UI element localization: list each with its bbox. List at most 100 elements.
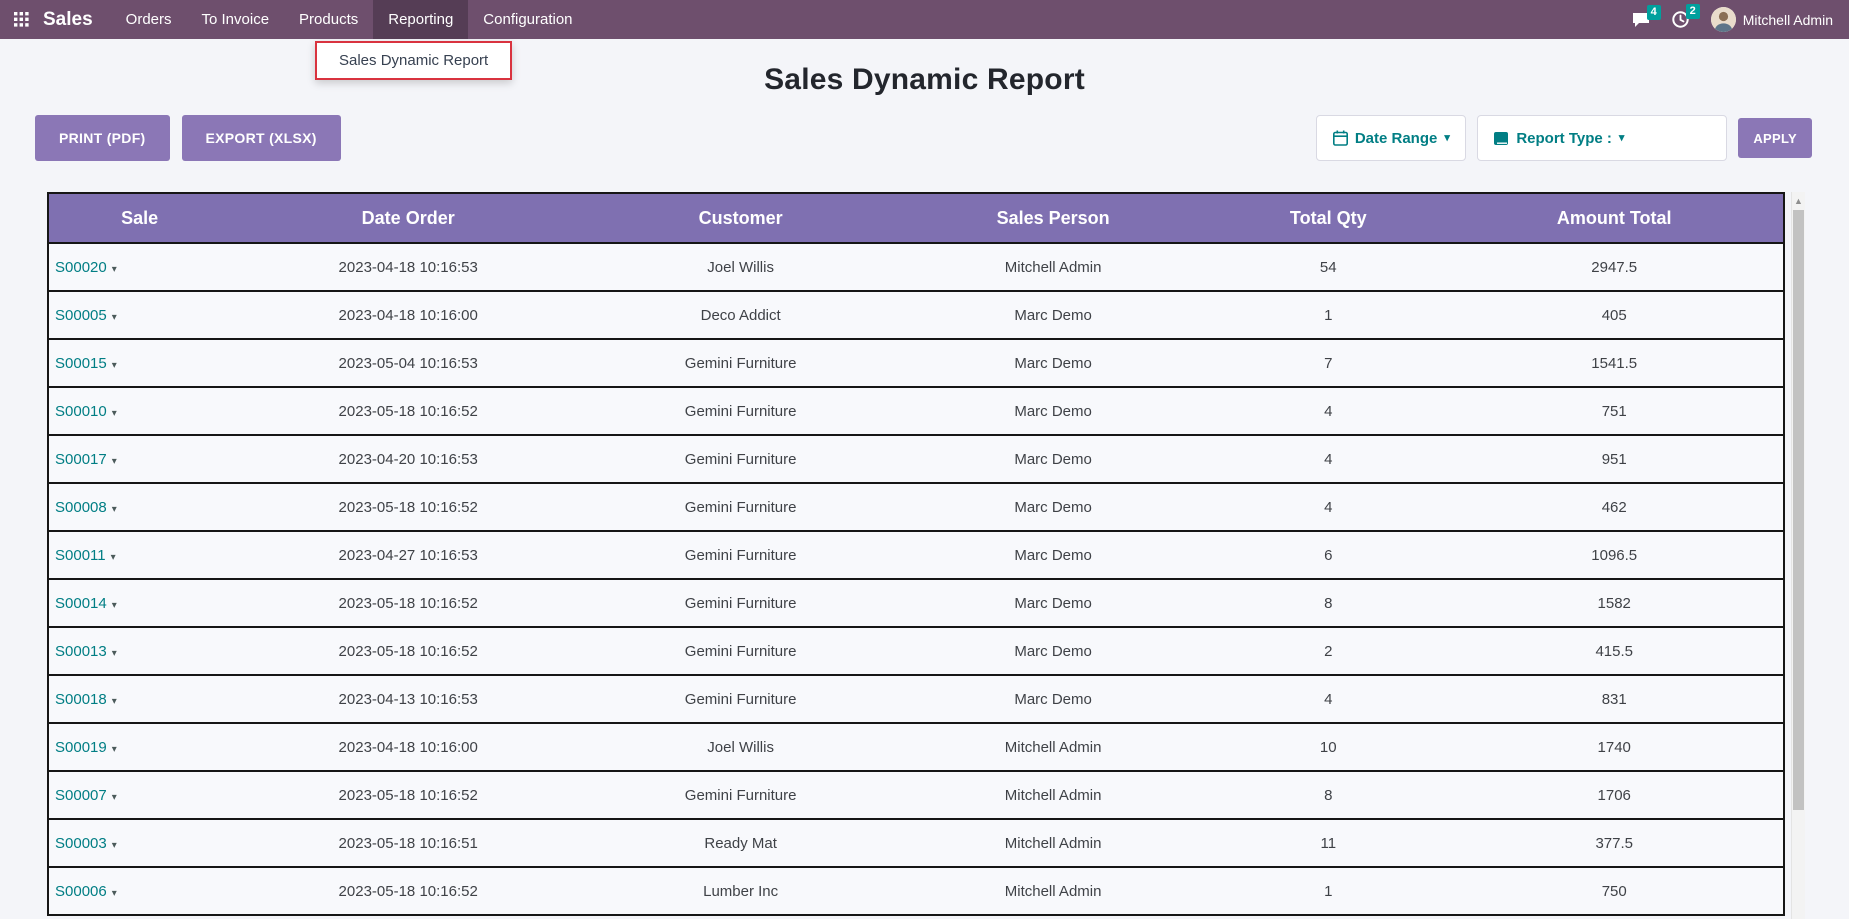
amount-total-cell: 751 — [1445, 386, 1784, 435]
sale-order-link[interactable]: S00006 — [55, 882, 107, 900]
user-menu[interactable]: Mitchell Admin — [1710, 7, 1833, 32]
nav-item-products[interactable]: Products — [299, 11, 359, 28]
date-order-cell: 2023-05-18 10:16:52 — [230, 386, 587, 435]
amount-total-cell: 831 — [1445, 674, 1784, 723]
sale-order-link[interactable]: S00008 — [55, 498, 107, 516]
amount-total-cell: 462 — [1445, 482, 1784, 531]
chevron-down-icon[interactable]: ▾ — [111, 647, 117, 659]
chevron-down-icon[interactable]: ▾ — [111, 503, 117, 515]
column-header-sale[interactable]: Sale — [48, 193, 231, 243]
sale-cell: S00013 ▾ — [48, 626, 231, 675]
sale-cell: S00018 ▾ — [48, 674, 231, 723]
sales-person-cell: Marc Demo — [895, 530, 1212, 579]
user-name: Mitchell Admin — [1742, 11, 1833, 28]
column-header-total-qty[interactable]: Total Qty — [1211, 193, 1446, 243]
grid-icon — [14, 12, 29, 27]
table-row: S00003 ▾ 2023-05-18 10:16:51 Ready Mat Mitch… — [48, 818, 1784, 867]
column-header-sales-person[interactable]: Sales Person — [895, 193, 1212, 243]
apps-menu-button[interactable] — [0, 0, 35, 39]
sale-cell: S00003 ▾ — [48, 818, 231, 867]
chevron-down-icon[interactable]: ▾ — [111, 791, 117, 803]
date-range-dropdown[interactable]: Date Range ▾ — [1316, 115, 1467, 161]
app-brand[interactable]: Sales — [43, 8, 93, 30]
chevron-down-icon[interactable]: ▾ — [111, 695, 117, 707]
speech-bubble-icon — [1632, 12, 1650, 28]
sale-cell: S00011 ▾ — [48, 530, 231, 579]
chevron-down-icon[interactable]: ▾ — [111, 311, 117, 323]
amount-total-cell: 1582 — [1445, 578, 1784, 627]
sale-order-link[interactable]: S00010 — [55, 402, 107, 420]
scrollbar-thumb[interactable] — [1793, 210, 1804, 810]
sales-person-cell: Mitchell Admin — [895, 866, 1212, 915]
vertical-scrollbar[interactable]: ▲ — [1791, 192, 1805, 919]
sales-person-cell: Marc Demo — [895, 338, 1212, 387]
sale-order-link[interactable]: S00007 — [55, 786, 107, 804]
apply-button[interactable]: APPLY — [1738, 118, 1812, 158]
column-header-amount-total[interactable]: Amount Total — [1445, 193, 1784, 243]
table-row: S00005 ▾ 2023-04-18 10:16:00 Deco Addict Mar… — [48, 290, 1784, 339]
customer-cell: Gemini Furniture — [586, 386, 896, 435]
amount-total-cell: 1706 — [1445, 770, 1784, 819]
nav-item-configuration[interactable]: Configuration — [483, 11, 573, 28]
chevron-down-icon[interactable]: ▾ — [111, 455, 117, 467]
activities-count-badge: 2 — [1685, 4, 1700, 19]
messages-button[interactable]: 4 — [1632, 4, 1661, 28]
export-xlsx-button[interactable]: EXPORT (XLSX) — [181, 115, 341, 161]
chevron-down-icon[interactable]: ▾ — [111, 359, 117, 371]
sale-order-link[interactable]: S00018 — [55, 690, 107, 708]
chevron-down-icon[interactable]: ▾ — [111, 599, 117, 611]
sales-person-cell: Mitchell Admin — [895, 242, 1212, 291]
sale-order-link[interactable]: S00019 — [55, 738, 107, 756]
sale-order-link[interactable]: S00013 — [55, 642, 107, 660]
menu-item-sales-dynamic-report[interactable]: Sales Dynamic Report — [315, 41, 513, 80]
amount-total-cell: 405 — [1445, 290, 1784, 339]
chevron-down-icon: ▾ — [1618, 131, 1625, 144]
sale-order-link[interactable]: S00003 — [55, 834, 107, 852]
date-order-cell: 2023-04-20 10:16:53 — [230, 434, 587, 483]
clock-icon — [1672, 11, 1689, 28]
chevron-down-icon[interactable]: ▾ — [111, 743, 117, 755]
sale-order-link[interactable]: S00015 — [55, 354, 107, 372]
column-header-date-order[interactable]: Date Order — [230, 193, 587, 243]
amount-total-cell: 415.5 — [1445, 626, 1784, 675]
sale-order-link[interactable]: S00020 — [55, 258, 107, 276]
report-type-dropdown[interactable]: Report Type : ▾ — [1477, 115, 1728, 161]
sales-person-cell: Marc Demo — [895, 434, 1212, 483]
chevron-down-icon[interactable]: ▾ — [111, 263, 117, 275]
table-header-row: Sale Date Order Customer Sales Person To… — [48, 193, 1784, 243]
sale-order-link[interactable]: S00011 — [55, 546, 106, 564]
total-qty-cell: 6 — [1211, 530, 1446, 579]
table-row: S00019 ▾ 2023-04-18 10:16:00 Joel Willis Mit… — [48, 722, 1784, 771]
column-header-customer[interactable]: Customer — [586, 193, 896, 243]
chevron-down-icon[interactable]: ▾ — [111, 407, 117, 419]
sale-order-link[interactable]: S00014 — [55, 594, 107, 612]
customer-cell: Gemini Furniture — [586, 482, 896, 531]
sale-order-link[interactable]: S00005 — [55, 306, 107, 324]
print-pdf-button[interactable]: PRINT (PDF) — [35, 115, 170, 161]
sale-cell: S00007 ▾ — [48, 770, 231, 819]
chevron-down-icon[interactable]: ▾ — [110, 551, 116, 563]
activities-button[interactable]: 2 — [1672, 4, 1700, 28]
table-row: S00011 ▾ 2023-04-27 10:16:53 Gemini Furnitu… — [48, 530, 1784, 579]
sale-cell: S00019 ▾ — [48, 722, 231, 771]
date-order-cell: 2023-05-18 10:16:52 — [230, 626, 587, 675]
chevron-down-icon[interactable]: ▾ — [111, 887, 117, 899]
table-row: S00015 ▾ 2023-05-04 10:16:53 Gemini Furnitu… — [48, 338, 1784, 387]
report-table-area: Sale Date Order Customer Sales Person To… — [47, 192, 1805, 919]
sales-person-cell: Mitchell Admin — [895, 818, 1212, 867]
calendar-icon — [1332, 130, 1348, 146]
nav-item-orders[interactable]: Orders — [125, 11, 172, 28]
table-row: S00020 ▾ 2023-04-18 10:16:53 Joel Willis Mit… — [48, 242, 1784, 291]
sale-cell: S00015 ▾ — [48, 338, 231, 387]
total-qty-cell: 4 — [1211, 386, 1446, 435]
chevron-down-icon[interactable]: ▾ — [111, 839, 117, 851]
scroll-up-arrow-icon[interactable]: ▲ — [1794, 196, 1803, 206]
total-qty-cell: 1 — [1211, 290, 1446, 339]
table-row: S00007 ▾ 2023-05-18 10:16:52 Gemini Furnitu… — [48, 770, 1784, 819]
nav-item-reporting[interactable]: Reporting — [373, 0, 469, 39]
customer-cell: Gemini Furniture — [586, 626, 896, 675]
nav-item-to-invoice[interactable]: To Invoice — [201, 11, 270, 28]
toolbar: PRINT (PDF) EXPORT (XLSX) Date Range ▾ — [0, 115, 1849, 161]
total-qty-cell: 4 — [1211, 434, 1446, 483]
sale-order-link[interactable]: S00017 — [55, 450, 107, 468]
